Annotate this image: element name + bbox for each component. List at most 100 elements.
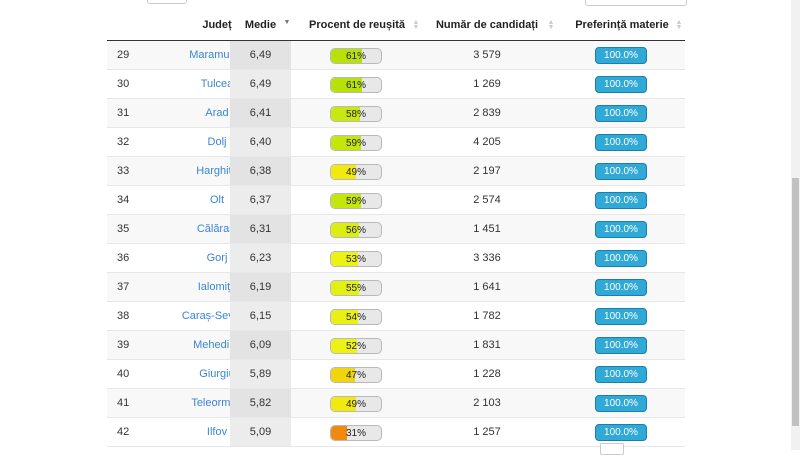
pass-rate-label: 61% <box>345 80 366 91</box>
pass-rate-progress-fill <box>331 252 358 266</box>
candidates-cell: 2 839 <box>473 107 501 119</box>
county-link[interactable]: Tulcea <box>200 78 234 90</box>
header-county-label: Județ <box>202 19 232 31</box>
pass-rate-label: 53% <box>345 254 366 265</box>
pass-rate-progress-fill <box>331 78 362 92</box>
pass-rate-progress-fill <box>331 107 360 121</box>
header-subject-preference[interactable]: Preferință materie <box>572 10 672 40</box>
rank-cell: 35 <box>117 223 130 235</box>
preference-bar: 100.0% <box>595 221 647 238</box>
county-link[interactable]: Arad <box>205 107 229 119</box>
county-cell: Teleorman <box>147 389 287 417</box>
pass-rate-label: 47% <box>345 370 366 381</box>
county-link[interactable]: Călărași <box>196 223 238 235</box>
preference-cell: 100.0% <box>595 331 647 359</box>
candidates-cell: 4 205 <box>473 136 501 148</box>
header-pass-rate[interactable]: Procent de reușită <box>302 10 412 40</box>
pass-rate-cell: 59% <box>330 128 382 156</box>
header-average-label: Medie <box>244 19 277 31</box>
average-cell: 6,40 <box>230 128 291 156</box>
header-county[interactable]: Județ <box>147 10 287 40</box>
pagination-button[interactable] <box>600 443 624 455</box>
county-cell: Olt <box>147 186 287 214</box>
table-row: 30 Tulcea 6,49 61% 1 269 100.0% <box>107 70 685 99</box>
average-cell: 5,09 <box>230 418 291 446</box>
pass-rate-label: 54% <box>345 312 366 323</box>
candidates-cell: 1 257 <box>473 426 501 438</box>
table-header: Județ Medie ▼ Procent de reușită ▲ ▼ Numă… <box>107 10 685 41</box>
county-link[interactable]: Gorj <box>206 252 228 264</box>
average-cell: 5,89 <box>230 360 291 388</box>
preference-bar: 100.0% <box>595 134 647 151</box>
rank-cell: 30 <box>117 78 130 90</box>
rank-cell: 32 <box>117 136 130 148</box>
county-link[interactable]: Mehedinți <box>193 339 241 351</box>
pass-rate-progress-bar: 49% <box>330 164 382 180</box>
county-link[interactable]: Olt <box>209 194 225 206</box>
table-row: 42 Ilfov 5,09 31% 1 257 100.0% <box>107 418 685 447</box>
table-row: 29 Maramureș 6,49 61% 3 579 100.0% <box>107 41 685 70</box>
county-link[interactable]: Harghita <box>196 165 238 177</box>
candidates-cell: 2 197 <box>473 165 501 177</box>
scrollbar-thumb[interactable] <box>792 178 799 426</box>
pass-rate-cell: 54% <box>330 302 382 330</box>
pass-rate-cell: 55% <box>330 273 382 301</box>
pass-rate-label: 49% <box>345 399 366 410</box>
county-cell: Gorj <box>147 244 287 272</box>
pass-rate-label: 58% <box>345 109 366 120</box>
header-pass-rate-label: Procent de reușită <box>309 19 405 31</box>
table-row: 32 Dolj 6,40 59% 4 205 100.0% <box>107 128 685 157</box>
sort-icon[interactable]: ▲ ▼ <box>675 19 683 31</box>
preference-bar: 100.0% <box>595 424 647 441</box>
average-cell: 5,82 <box>230 389 291 417</box>
preference-bar: 100.0% <box>595 395 647 412</box>
pass-rate-progress-bar: 61% <box>330 48 382 64</box>
sort-icon[interactable]: ▲ ▼ <box>547 19 555 31</box>
candidates-cell: 3 579 <box>473 49 501 61</box>
rank-cell: 39 <box>117 339 130 351</box>
county-link[interactable]: Dolj <box>207 136 227 148</box>
average-cell: 6,49 <box>230 70 291 98</box>
average-cell: 6,23 <box>230 244 291 272</box>
preference-cell: 100.0% <box>595 389 647 417</box>
pass-rate-progress-fill <box>331 136 361 150</box>
rank-cell: 31 <box>117 107 130 119</box>
pass-rate-label: 61% <box>345 51 366 62</box>
county-link[interactable]: Teleorman <box>191 397 243 409</box>
table-row: 31 Arad 6,41 58% 2 839 100.0% <box>107 99 685 128</box>
pass-rate-progress-bar: 49% <box>330 396 382 412</box>
sort-desc-icon[interactable]: ▼ <box>283 19 291 26</box>
page-size-select[interactable] <box>147 0 187 4</box>
preference-cell: 100.0% <box>595 273 647 301</box>
rank-cell: 36 <box>117 252 130 264</box>
header-candidates[interactable]: Număr de candidați <box>412 10 562 40</box>
preference-cell: 100.0% <box>595 418 647 446</box>
header-average[interactable]: Medie <box>230 10 291 40</box>
table-row: 37 Ialomița 6,19 55% 1 641 100.0% <box>107 273 685 302</box>
pass-rate-cell: 56% <box>330 215 382 243</box>
preference-cell: 100.0% <box>595 302 647 330</box>
pass-rate-progress-bar: 59% <box>330 135 382 151</box>
scrollbar[interactable] <box>791 0 800 450</box>
rank-cell: 33 <box>117 165 130 177</box>
pass-rate-progress-fill <box>331 223 359 237</box>
pass-rate-cell: 49% <box>330 389 382 417</box>
pass-rate-progress-bar: 55% <box>330 280 382 296</box>
pass-rate-label: 56% <box>345 225 366 236</box>
pass-rate-progress-bar: 54% <box>330 309 382 325</box>
pass-rate-progress-bar: 47% <box>330 367 382 383</box>
rank-cell: 40 <box>117 368 130 380</box>
rank-cell: 38 <box>117 310 130 322</box>
county-link[interactable]: Ilfov <box>206 426 228 438</box>
county-link[interactable]: Giurgiu <box>199 368 235 380</box>
pass-rate-progress-fill <box>331 397 356 411</box>
pass-rate-progress-fill <box>331 165 356 179</box>
candidates-cell: 2 103 <box>473 397 501 409</box>
table-row: 35 Călărași 6,31 56% 1 451 100.0% <box>107 215 685 244</box>
county-link[interactable]: Ialomița <box>197 281 237 293</box>
candidates-cell: 2 574 <box>473 194 501 206</box>
sort-icon[interactable]: ▲ ▼ <box>412 19 420 31</box>
search-input[interactable] <box>585 0 687 6</box>
pass-rate-cell: 52% <box>330 331 382 359</box>
pass-rate-cell: 49% <box>330 157 382 185</box>
